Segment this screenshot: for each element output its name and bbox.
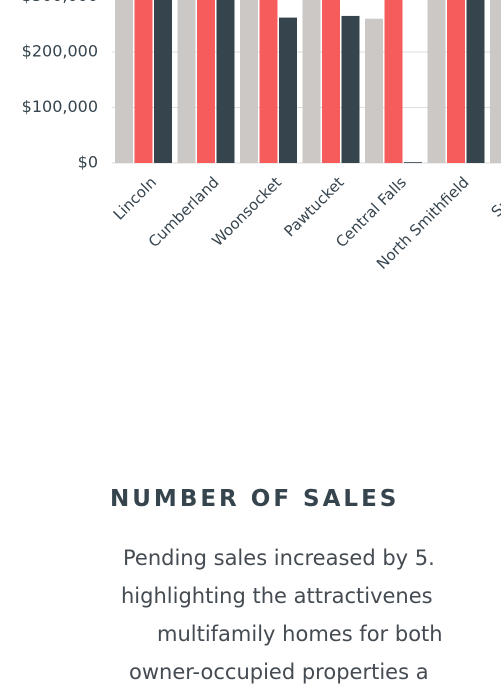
bar (404, 162, 422, 163)
bar (341, 15, 360, 163)
bar (427, 0, 446, 164)
bar (240, 0, 258, 164)
bar (115, 0, 133, 164)
bar (490, 0, 501, 164)
bar (154, 0, 172, 164)
y-tick-label: $200,000 (22, 42, 98, 61)
bar (259, 0, 278, 164)
bar (466, 0, 485, 164)
paragraph-line: highlighting the attractivenes (121, 584, 433, 608)
bar (279, 17, 297, 164)
bar (302, 0, 321, 164)
y-tick-label: $300,000 (22, 0, 98, 5)
paragraph-line: multifamily homes for both (157, 622, 443, 646)
bar (322, 0, 340, 164)
bar (447, 0, 465, 164)
x-tick-label: Pawtucket (281, 173, 348, 240)
bar (134, 0, 153, 164)
paragraph-line: Pending sales increased by 5. (123, 546, 435, 570)
y-tick-label: $100,000 (22, 97, 98, 116)
bar (384, 0, 403, 164)
bar (197, 0, 215, 164)
x-tick-label: Smithf (488, 173, 501, 221)
y-tick-label: $0 (78, 153, 98, 172)
paragraph-line: owner-occupied properties a (129, 660, 429, 684)
bar (177, 0, 196, 164)
bar (365, 18, 383, 164)
x-tick-label: Lincoln (110, 173, 160, 223)
section-heading: NUMBER OF SALES (110, 486, 399, 512)
bar (216, 0, 235, 164)
